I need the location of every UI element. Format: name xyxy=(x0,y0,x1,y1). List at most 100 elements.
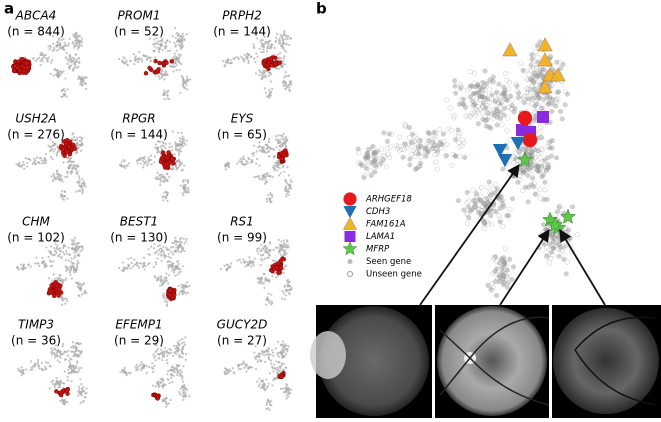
seen-point xyxy=(123,266,125,268)
seen-point xyxy=(240,261,242,263)
seen-point xyxy=(63,382,65,384)
gene-point xyxy=(267,60,271,64)
seen-point xyxy=(182,293,184,295)
seen-point xyxy=(41,362,43,364)
unseen-point xyxy=(508,138,513,143)
seen-point xyxy=(77,367,79,369)
seen-point xyxy=(262,179,264,181)
seen-point xyxy=(183,140,185,142)
seen-point xyxy=(50,61,52,63)
seen-point xyxy=(286,183,288,185)
seen-point xyxy=(165,277,167,279)
seen-point xyxy=(68,43,70,45)
seen-point xyxy=(185,84,187,86)
seen-point xyxy=(162,199,164,201)
seen-point xyxy=(73,136,75,138)
seen-point xyxy=(76,137,78,139)
seen-point xyxy=(225,368,227,370)
seen-point xyxy=(54,148,56,150)
seen-point xyxy=(133,259,135,261)
seen-point xyxy=(523,185,528,190)
seen-point xyxy=(56,248,58,250)
seen-point xyxy=(159,43,161,45)
seen-point xyxy=(162,94,164,96)
seen-point xyxy=(263,71,265,73)
seen-point xyxy=(77,66,79,68)
seen-point xyxy=(232,57,234,59)
seen-point xyxy=(42,262,44,264)
seen-point xyxy=(546,102,551,107)
gene-point xyxy=(16,66,20,70)
seen-point xyxy=(62,343,64,345)
seen-point xyxy=(275,40,277,42)
seen-point xyxy=(547,242,552,247)
marker-square xyxy=(345,231,356,242)
seen-point xyxy=(72,241,74,243)
seen-point xyxy=(50,265,52,267)
seen-point xyxy=(271,300,273,302)
seen-point xyxy=(54,250,56,252)
seen-point xyxy=(74,368,76,370)
seen-point xyxy=(77,282,79,284)
seen-point xyxy=(264,87,266,89)
seen-point xyxy=(80,77,82,79)
seen-point xyxy=(28,263,30,265)
seen-point xyxy=(277,341,279,343)
seen-point xyxy=(542,158,547,163)
seen-point xyxy=(174,275,176,277)
seen-point xyxy=(70,346,72,348)
seen-point xyxy=(238,368,240,370)
seen-point xyxy=(156,257,158,259)
seen-point xyxy=(152,371,154,373)
seen-point xyxy=(284,284,286,286)
seen-point xyxy=(176,374,178,376)
seen-point xyxy=(286,166,288,168)
seen-point xyxy=(159,146,161,148)
unseen-point xyxy=(575,233,580,238)
seen-point xyxy=(269,242,271,244)
seen-point xyxy=(71,257,73,259)
seen-point xyxy=(416,151,421,156)
seen-point xyxy=(162,246,164,248)
seen-point xyxy=(122,261,124,263)
seen-point xyxy=(270,363,272,365)
seen-point xyxy=(179,137,181,139)
seen-point xyxy=(155,143,157,145)
seen-point xyxy=(166,280,168,282)
seen-point xyxy=(238,160,240,162)
seen-point xyxy=(26,166,28,168)
seen-point xyxy=(230,59,232,61)
seen-point xyxy=(34,160,36,162)
seen-point xyxy=(270,43,272,45)
seen-point xyxy=(176,56,178,58)
seen-point xyxy=(167,373,169,375)
seen-point xyxy=(59,361,61,363)
seen-point xyxy=(184,144,186,146)
seen-point xyxy=(141,366,143,368)
seen-point xyxy=(78,294,80,296)
seen-point xyxy=(453,84,458,89)
seen-point xyxy=(185,238,187,240)
seen-point xyxy=(282,82,284,84)
seen-point xyxy=(186,76,188,78)
seen-point xyxy=(166,200,168,202)
seen-point xyxy=(262,75,264,77)
seen-point xyxy=(245,371,247,373)
seen-point xyxy=(85,292,87,294)
seen-point xyxy=(124,58,126,60)
seen-point xyxy=(177,273,179,275)
seen-point xyxy=(283,272,285,274)
seen-point xyxy=(49,259,51,261)
unseen-point xyxy=(387,155,392,160)
seen-point xyxy=(401,155,406,160)
gene-point xyxy=(59,391,63,395)
gene-point xyxy=(61,148,65,152)
seen-point xyxy=(149,60,151,62)
marker-circle xyxy=(523,133,537,147)
gene-point xyxy=(161,150,165,154)
seen-point xyxy=(138,266,140,268)
seen-point xyxy=(226,165,228,167)
seen-point xyxy=(72,341,74,343)
seen-point xyxy=(172,130,174,132)
seen-point xyxy=(493,254,498,259)
